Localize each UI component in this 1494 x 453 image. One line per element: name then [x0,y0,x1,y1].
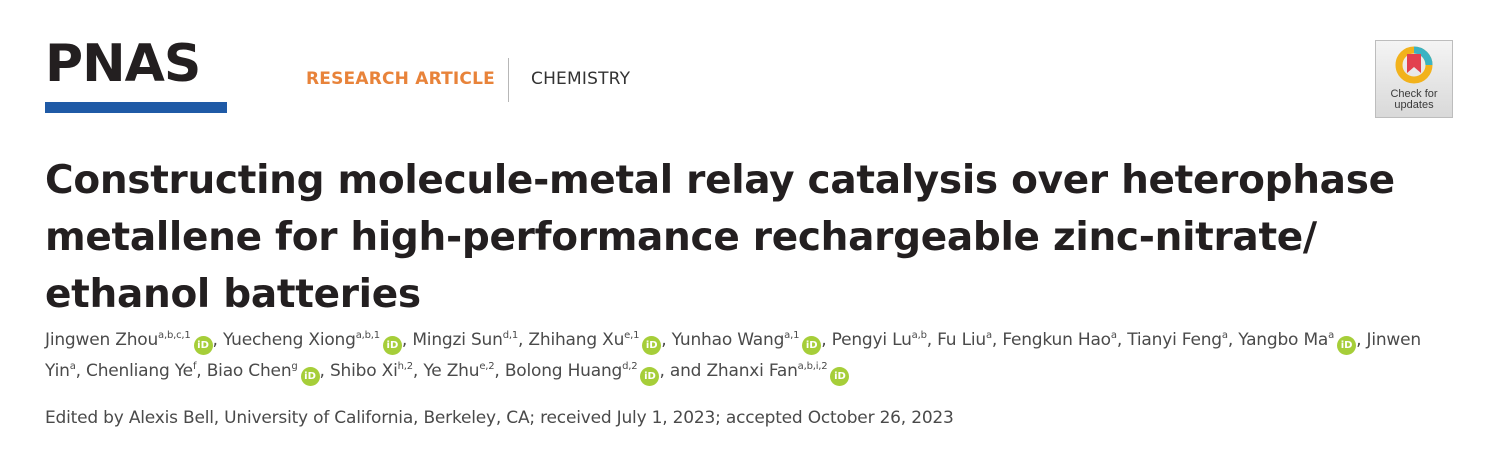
author-affiliation[interactable]: a [1110,330,1117,341]
orcid-icon[interactable]: iD [802,336,822,355]
author-affiliation[interactable]: a [1328,330,1335,341]
author-name[interactable]: Zhanxi Fan [706,361,798,381]
orcid-icon[interactable]: iD [640,367,660,386]
author-separator: , [212,330,223,350]
author-affiliation[interactable]: e,2 [479,361,495,372]
author-affiliation[interactable]: d,1 [502,330,519,341]
article-title: Constructing molecule-metal relay cataly… [45,158,1395,317]
orcid-icon[interactable]: iD [300,367,320,386]
author-entry: Ye Zhue,2 [423,361,494,381]
author-connector: and [669,361,707,381]
author-affiliation[interactable]: d,2 [622,361,638,372]
author-list: Jingwen Zhoua,b,c,1iD, Yuecheng Xionga,b… [45,325,1445,387]
logo-underline-bar [45,102,227,113]
author-name[interactable]: Zhihang Xu [528,330,625,350]
author-entry: Fengkun Haoa [1002,330,1117,350]
orcid-icon[interactable]: iD [193,336,213,355]
pnas-logo[interactable]: PNAS [45,38,227,114]
orcid-icon[interactable]: iD [642,336,662,355]
author-entry: Zhihang Xue,1iD [528,330,662,355]
logo-text: PNAS [45,34,201,94]
article-type-label[interactable]: RESEARCH ARTICLE [306,69,495,89]
subject-label[interactable]: CHEMISTRY [531,69,631,89]
author-name[interactable]: Jinwen Yin [45,330,1421,381]
author-entry: Jingwen Zhoua,b,c,1iD [45,330,213,355]
author-entry: Shibo Xih,2 [330,361,413,381]
author-name[interactable]: Biao Chen [206,361,292,381]
author-separator: , [196,361,207,381]
author-separator: , [75,361,87,381]
header-divider [508,58,509,102]
author-name[interactable]: Yuecheng Xiong [222,330,356,350]
author-separator: , [659,361,670,381]
author-name[interactable]: Yangbo Ma [1238,330,1329,350]
author-separator: , [991,330,1003,350]
author-separator: , [1227,330,1239,350]
author-affiliation[interactable]: a [1221,330,1228,341]
check-for-updates-label: Check for updates [1390,88,1438,111]
author-affiliation[interactable]: a,b [911,330,927,341]
author-name[interactable]: Bolong Huang [504,361,623,381]
author-name[interactable]: Mingzi Sun [412,330,503,350]
author-affiliation[interactable]: a,b,c,1 [158,330,191,341]
author-entry: Pengyi Lua,b [832,330,927,350]
author-name[interactable]: Chenliang Ye [86,361,193,381]
author-entry: Yuecheng Xionga,b,1iD [222,330,402,355]
author-name[interactable]: Tianyi Feng [1127,330,1222,350]
orcid-icon[interactable]: iD [830,367,850,386]
author-separator: , [518,330,529,350]
author-separator: , [661,330,672,350]
check-for-updates-button[interactable]: Check for updates [1375,40,1453,118]
edited-received-accepted-line: Edited by Alexis Bell, University of Cal… [45,408,954,428]
orcid-icon[interactable]: iD [1337,336,1357,355]
author-name[interactable]: Ye Zhu [423,361,480,381]
author-name[interactable]: Pengyi Lu [831,330,912,350]
author-affiliation[interactable]: a,1 [784,330,800,341]
author-separator: , [926,330,938,350]
author-entry: Jinwen Yina [45,330,1421,381]
author-entry: Biao ChengiD [206,361,320,386]
author-separator: , [412,361,424,381]
author-entry: Fu Liua [937,330,992,350]
author-name[interactable]: Fengkun Hao [1002,330,1111,350]
crossmark-icon [1395,46,1433,84]
author-name[interactable]: Yunhao Wang [671,330,785,350]
author-entry: Yangbo MaaiD [1238,330,1357,355]
author-entry: Chenliang Yef [86,361,196,381]
author-entry: Tianyi Fenga [1127,330,1228,350]
author-entry: Yunhao Wanga,1iD [671,330,822,355]
author-affiliation[interactable]: a,b,1 [355,330,380,341]
author-affiliation[interactable]: h,2 [397,361,413,372]
author-separator: , [821,330,832,350]
author-separator: , [401,330,413,350]
author-affiliation[interactable]: f [192,361,197,372]
author-affiliation[interactable]: g [291,361,298,372]
author-separator: , [494,361,505,381]
author-name[interactable]: Fu Liu [937,330,986,350]
author-name[interactable]: Jingwen Zhou [45,330,159,350]
author-separator: , [1116,330,1128,350]
author-entry: Mingzi Sund,1 [412,330,518,350]
author-affiliation[interactable]: a,b,i,2 [797,361,828,372]
author-affiliation[interactable]: e,1 [624,330,640,341]
author-separator: , [1356,330,1367,350]
orcid-icon[interactable]: iD [382,336,402,355]
author-affiliation[interactable]: a [69,361,76,372]
author-entry: Bolong Huangd,2iD [504,361,660,386]
author-entry: Zhanxi Fana,b,i,2iD [706,361,850,386]
author-affiliation[interactable]: a [985,330,992,341]
author-name[interactable]: Shibo Xi [329,361,398,381]
author-separator: , [319,361,330,381]
